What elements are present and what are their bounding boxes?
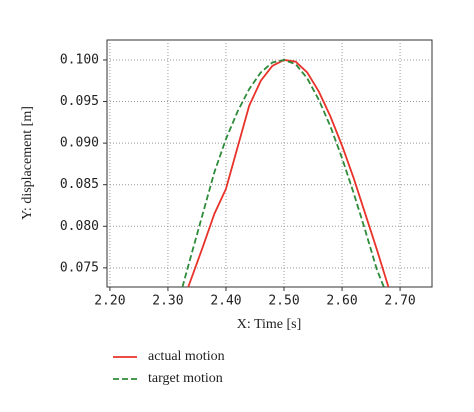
x-tick-label: 2.70 xyxy=(384,294,415,309)
x-tick-label: 2.60 xyxy=(326,294,357,309)
y-tick-label: 0.085 xyxy=(60,177,99,192)
y-axis-label: Y: displacement [m] xyxy=(20,106,35,220)
x-tick-label: 2.40 xyxy=(210,294,241,309)
y-tick-label: 0.090 xyxy=(60,136,99,151)
y-tick-label: 0.080 xyxy=(60,219,99,234)
series-line xyxy=(187,59,390,288)
x-tick-label: 2.20 xyxy=(94,294,125,309)
y-tick-label: 0.075 xyxy=(60,260,99,275)
legend-label: actual motion xyxy=(148,349,225,364)
legend-label: target motion xyxy=(148,371,223,386)
y-tick-label: 0.095 xyxy=(60,94,99,109)
x-tick-label: 2.30 xyxy=(152,294,183,309)
series-line xyxy=(181,59,385,288)
x-tick-label: 2.50 xyxy=(268,294,299,309)
x-axis-label: X: Time [s] xyxy=(237,317,302,332)
plot-frame xyxy=(106,39,433,288)
y-tick-label: 0.100 xyxy=(60,52,99,67)
